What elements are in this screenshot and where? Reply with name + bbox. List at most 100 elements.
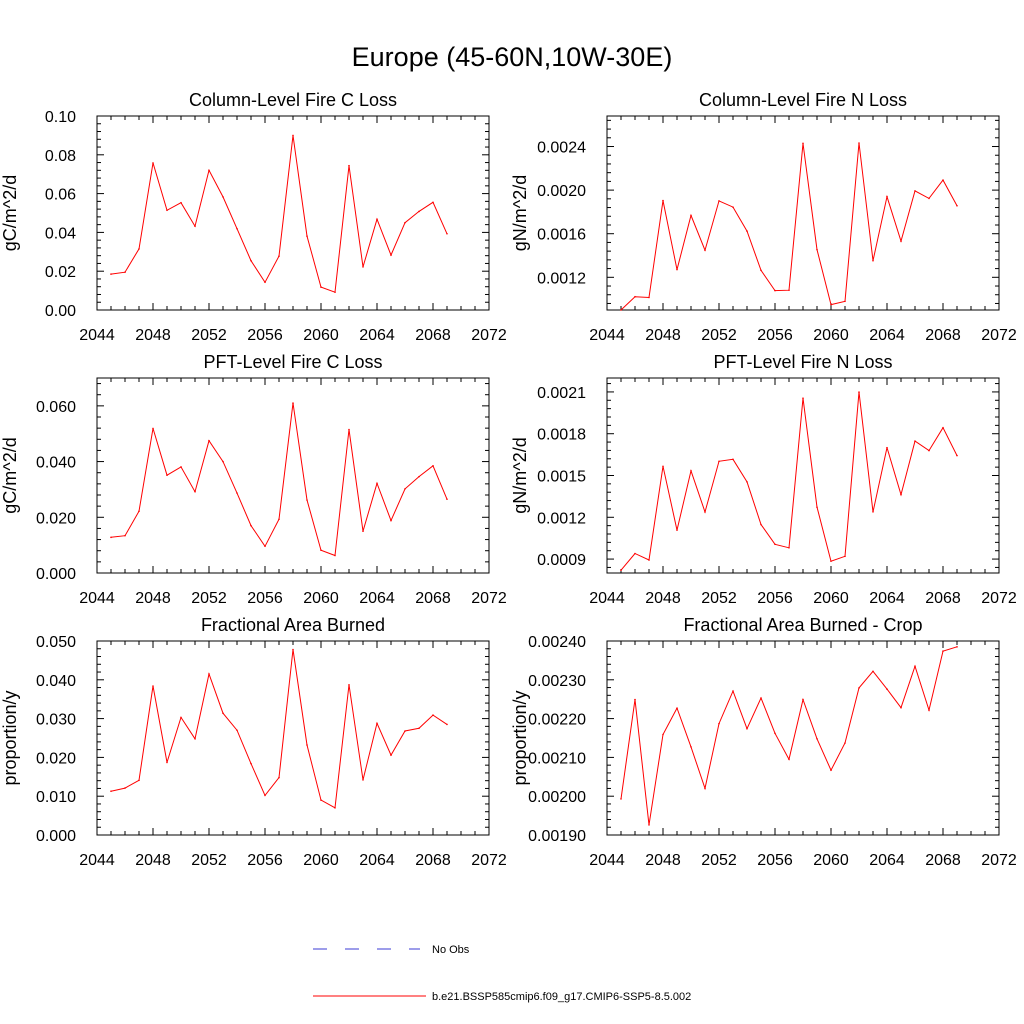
data-point (648, 824, 650, 826)
data-point (886, 688, 888, 690)
x-tick-label: 2068 (415, 327, 451, 344)
data-point (830, 560, 832, 562)
data-point (928, 197, 930, 200)
x-tick-label: 2068 (415, 852, 451, 869)
legend-label-no-obs: No Obs (432, 944, 470, 956)
data-point (362, 266, 364, 268)
x-tick-label: 2044 (79, 590, 115, 607)
panels: 2044 2048 2052 2056 2060 2064 2068 2072 0.00 0.02… (0, 90, 1017, 869)
data-point (634, 552, 636, 555)
legend-item-model-run: b.e21.BSSP585cmip6.f09_g17.CMIP6-SSP5-8.… (313, 991, 691, 1003)
x-tick-label: 2052 (701, 327, 737, 344)
data-point (446, 723, 448, 726)
data-point (152, 685, 154, 687)
data-point (138, 248, 140, 250)
x-tick-label: 2060 (303, 852, 339, 869)
x-tick-label: 2068 (925, 852, 961, 869)
x-tick-label: 2064 (869, 852, 905, 869)
y-tick-label: 0.06 (45, 187, 76, 204)
data-point (662, 199, 664, 202)
x-tick-label: 2052 (191, 852, 227, 869)
data-point (928, 709, 930, 711)
x-tick-label: 2056 (757, 590, 793, 607)
data-point (942, 179, 944, 181)
x-tick-label: 2044 (79, 852, 115, 869)
series-line (110, 649, 448, 809)
data-point (788, 546, 790, 549)
data-point (872, 670, 874, 673)
x-tick-label: 2044 (589, 327, 625, 344)
y-axis-label: gC/m^2/d (0, 175, 20, 251)
data-point (166, 761, 168, 764)
data-point (788, 758, 790, 761)
x-tick-label: 2072 (981, 852, 1017, 869)
data-point (620, 798, 622, 800)
data-point (404, 488, 406, 490)
data-point (110, 273, 112, 275)
panel-fractional-area-burned: 2044 2048 2052 2056 2060 2064 2068 2072 0.000 0.0… (0, 615, 507, 869)
y-tick-label: 0.0020 (537, 183, 586, 200)
data-point (662, 733, 664, 736)
x-tick-label: 2068 (925, 327, 961, 344)
y-tick-label: 0.00230 (528, 673, 586, 690)
data-point (956, 205, 958, 207)
data-point (802, 698, 804, 701)
data-point (222, 196, 224, 198)
data-point (816, 248, 818, 251)
y-tick-label: 0.0021 (537, 385, 586, 402)
data-point (872, 511, 874, 513)
data-point (124, 787, 126, 789)
y-tick-label: 0.00190 (528, 828, 586, 845)
y-tick-label: 0.010 (36, 789, 76, 806)
data-point (278, 776, 280, 779)
y-axis-label: proportion/y (510, 690, 530, 785)
data-point (208, 673, 210, 675)
data-point (732, 458, 734, 461)
data-point (208, 439, 210, 442)
data-point (774, 732, 776, 735)
data-point (942, 650, 944, 652)
data-point (292, 648, 294, 651)
plot-frame (96, 115, 490, 311)
panel-title: PFT-Level Fire C Loss (203, 352, 382, 372)
y-tick-label: 0.040 (36, 673, 76, 690)
data-point (180, 716, 182, 719)
legend: No Obs b.e21.BSSP585cmip6.f09_g17.CMIP6-… (313, 944, 691, 1003)
panel-fractional-area-burned-crop: 2044 2048 2052 2056 2060 2064 2068 2072 0.00190 0… (510, 615, 1017, 869)
data-point (390, 519, 392, 522)
y-tick-label: 0.00220 (528, 712, 586, 729)
data-point (704, 787, 706, 790)
data-point (900, 706, 902, 709)
data-point (858, 391, 860, 393)
data-point (760, 697, 762, 699)
data-point (194, 490, 196, 493)
data-point (690, 469, 692, 472)
x-tick-label: 2064 (359, 327, 395, 344)
y-tick-label: 0.030 (36, 712, 76, 729)
y-tick-label: 0.0018 (537, 427, 586, 444)
data-point (390, 754, 392, 756)
y-tick-label: 0.0012 (537, 510, 586, 527)
x-tick-label: 2056 (247, 852, 283, 869)
x-tick-label: 2052 (701, 590, 737, 607)
data-point (690, 746, 692, 748)
data-point (208, 169, 210, 172)
data-point (662, 465, 664, 468)
data-point (718, 722, 720, 725)
data-point (334, 554, 336, 557)
data-point (620, 309, 622, 311)
y-tick-label: 0.00210 (528, 750, 586, 767)
data-point (900, 240, 902, 242)
data-point (620, 569, 622, 572)
data-point (816, 506, 818, 508)
panel-pft-level-fire-n-loss: 2044 2048 2052 2056 2060 2064 2068 2072 0.0009 0.… (510, 352, 1017, 607)
data-point (278, 255, 280, 257)
data-point (432, 464, 434, 467)
data-point (418, 210, 420, 213)
data-point (138, 779, 140, 782)
data-point (362, 779, 364, 781)
data-point (858, 142, 860, 144)
data-point (956, 646, 958, 648)
panel-title: Fractional Area Burned (201, 615, 385, 635)
y-tick-label: 0.000 (36, 828, 76, 845)
